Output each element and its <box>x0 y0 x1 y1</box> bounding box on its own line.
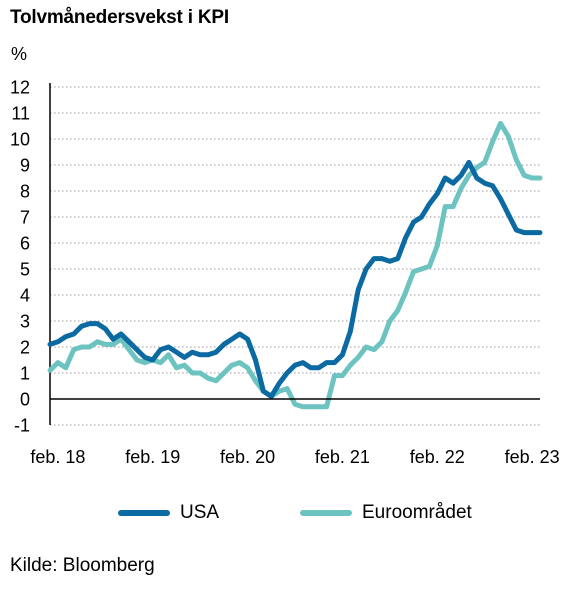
y-tick-label: 9 <box>20 156 30 176</box>
y-tick-label: 5 <box>20 260 30 280</box>
y-tick-label: 7 <box>20 208 30 228</box>
y-tick-label: 8 <box>20 182 30 202</box>
legend-swatch-euroomradet <box>300 510 352 516</box>
x-tick-label: feb. 22 <box>410 447 465 467</box>
legend-swatch-usa <box>118 510 170 516</box>
legend-item-euroomradet: Euroområdet <box>300 502 472 524</box>
x-tick-label: feb. 18 <box>30 447 85 467</box>
x-tick-label: feb. 19 <box>125 447 180 467</box>
series-line-usa <box>47 159 543 399</box>
y-tick-label: 0 <box>20 390 30 410</box>
legend-item-usa: USA <box>118 502 219 524</box>
series-line-euroomradet <box>47 120 543 410</box>
y-tick-label: 4 <box>20 286 30 306</box>
legend: USA Euroområdet <box>0 502 575 532</box>
source-note: Kilde: Bloomberg <box>10 555 155 576</box>
y-tick-label: 1 <box>20 364 30 384</box>
y-tick-label: 12 <box>10 78 30 98</box>
y-axis-unit-label: % <box>11 44 28 64</box>
y-tick-label: 3 <box>20 312 30 332</box>
x-tick-label: feb. 20 <box>220 447 275 467</box>
legend-label-euroomradet: Euroområdet <box>362 502 472 523</box>
y-tick-label: 10 <box>10 130 30 150</box>
y-tick-label: 2 <box>20 338 30 358</box>
legend-label-usa: USA <box>180 502 220 523</box>
y-tick-label: 6 <box>20 234 30 254</box>
y-tick-label: -1 <box>14 416 30 436</box>
y-tick-label: 11 <box>11 104 30 124</box>
chart-title: Tolvmånedersvekst i KPI <box>10 7 229 28</box>
x-tick-label: feb. 21 <box>315 447 370 467</box>
x-tick-label: feb. 23 <box>505 447 560 467</box>
